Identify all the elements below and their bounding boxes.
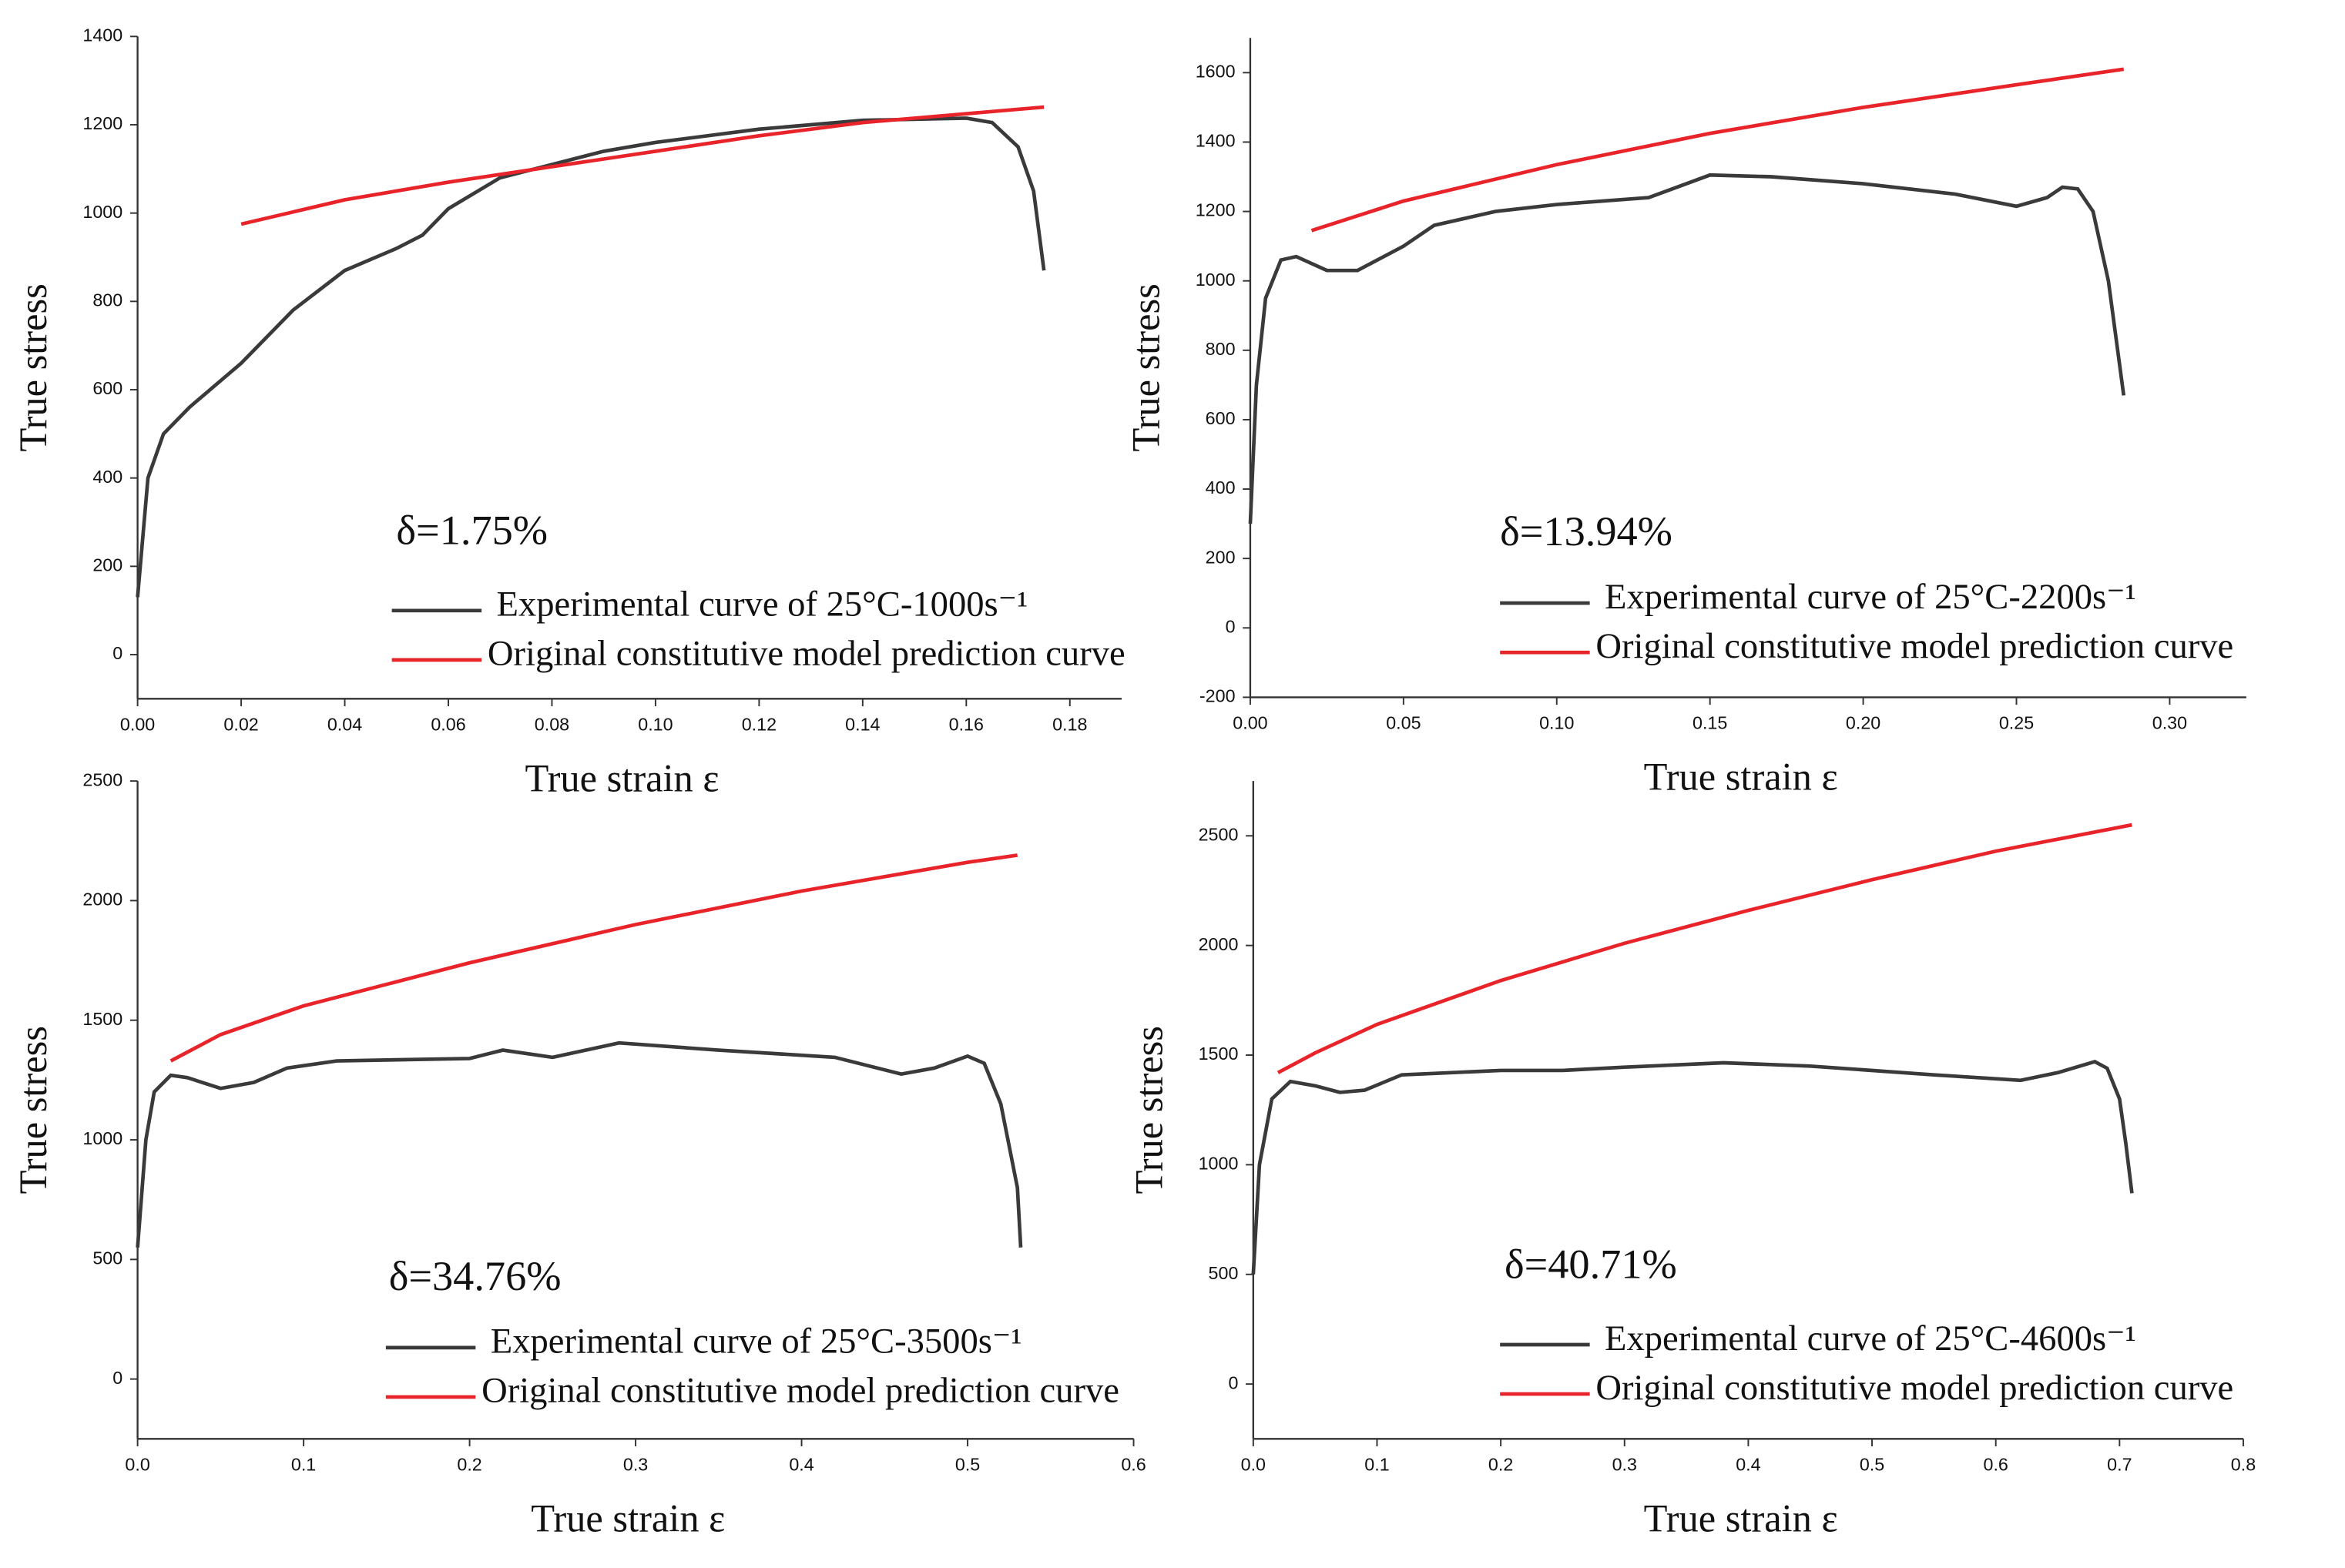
y-tick-label: 1000: [82, 1128, 122, 1148]
x-tick-label: 0.7: [2107, 1454, 2132, 1474]
x-tick-label: 0.18: [1052, 714, 1087, 734]
y-tick-label: -200: [1199, 686, 1236, 706]
data-line: [1248, 173, 2126, 524]
y-tick-label: 2000: [1199, 934, 1239, 954]
x-tick-label: 0.25: [1999, 713, 2034, 733]
panel: 0.00 0.02 0.04 0.06 0.08 0.10 0.12 0.14 0.16 0.18…: [12, 25, 1126, 799]
y-tick-label: 500: [1209, 1263, 1239, 1283]
annotation: δ=34.76%: [389, 1253, 562, 1299]
x-tick-label: 0.00: [120, 714, 155, 734]
x-tick-label: 0.5: [1860, 1454, 1884, 1474]
x-tick-label: 0.6: [1984, 1454, 2008, 1474]
x-tick-label: 0.6: [1121, 1454, 1146, 1474]
legend-label: Experimental curve of 25°C-4600s⁻¹: [1605, 1318, 2136, 1359]
x-axis-label: True strain ε: [1644, 756, 1838, 799]
x-tick-label: 0.16: [949, 714, 984, 734]
x-tick-label: 0.15: [1692, 713, 1727, 733]
x-tick-label: 0.0: [125, 1454, 149, 1474]
x-tick-label: 0.3: [1612, 1454, 1637, 1474]
x-tick-label: 0.08: [535, 714, 569, 734]
y-axis-label: True stress: [12, 1026, 55, 1194]
x-axis-label: True strain ε: [525, 757, 720, 800]
x-tick-label: 0.4: [789, 1454, 814, 1474]
x-tick-label: 0.05: [1386, 713, 1421, 733]
legend-label: Original constitutive model prediction c…: [1595, 626, 2233, 666]
x-tick-label: 0.00: [1233, 713, 1267, 733]
x-tick-label: 0.06: [431, 714, 465, 734]
y-tick-label: 2000: [82, 890, 122, 910]
x-tick-label: 0.5: [955, 1454, 980, 1474]
x-tick-label: 0.12: [742, 714, 777, 734]
annotation: δ=13.94%: [1500, 508, 1672, 554]
y-tick-label: 1600: [1196, 61, 1236, 81]
legend-label: Experimental curve of 25°C-1000s⁻¹: [497, 585, 1028, 625]
y-tick-label: 1000: [1196, 270, 1236, 290]
y-tick-label: 800: [92, 290, 122, 310]
y-tick-label: 1500: [82, 1009, 122, 1029]
x-tick-label: 0.30: [2152, 713, 2187, 733]
x-tick-label: 0.2: [1488, 1454, 1513, 1474]
x-tick-label: 0.8: [2231, 1454, 2256, 1474]
panel: 0.0 0.1 0.2 0.3 0.4 0.5 0.6 0.7 0.8 0 500 1000 1500 2…: [1127, 781, 2256, 1540]
x-tick-label: 0.1: [291, 1454, 316, 1474]
y-tick-label: 400: [92, 467, 122, 487]
y-tick-label: 200: [92, 554, 122, 575]
y-tick-label: 1200: [82, 113, 122, 133]
x-tick-label: 0.10: [1539, 713, 1574, 733]
y-tick-label: 2500: [1199, 824, 1239, 844]
y-axis-label: True stress: [1124, 283, 1167, 451]
y-tick-label: 1400: [82, 25, 122, 45]
y-tick-label: 1500: [1199, 1044, 1239, 1064]
data-line: [1251, 1060, 2134, 1275]
annotation: δ=1.75%: [396, 507, 548, 553]
x-axis-label: True strain ε: [531, 1497, 725, 1540]
y-tick-label: 600: [1206, 408, 1236, 428]
y-tick-label: 0: [112, 1368, 122, 1388]
x-tick-label: 0.4: [1736, 1454, 1760, 1474]
y-tick-label: 1000: [1199, 1154, 1239, 1174]
data-line: [136, 116, 1046, 598]
y-tick-label: 0: [1228, 1372, 1238, 1392]
data-line: [1310, 67, 2125, 233]
y-axis-label: True stress: [1127, 1026, 1170, 1194]
x-tick-label: 0.14: [845, 714, 880, 734]
x-tick-label: 0.2: [457, 1454, 481, 1474]
y-tick-label: 2500: [82, 769, 122, 789]
y-tick-label: 1200: [1196, 200, 1236, 220]
x-tick-label: 0.3: [623, 1454, 648, 1474]
data-line: [136, 1040, 1023, 1248]
y-tick-label: 500: [92, 1248, 122, 1268]
legend-label: Original constitutive model prediction c…: [1595, 1368, 2233, 1408]
y-tick-label: 400: [1206, 477, 1236, 498]
y-axis-label: True stress: [12, 283, 55, 451]
x-axis-label: True strain ε: [1644, 1497, 1838, 1540]
y-tick-label: 600: [92, 378, 122, 398]
y-tick-label: 0: [1226, 616, 1236, 636]
data-line: [240, 105, 1045, 226]
legend-label: Original constitutive model prediction c…: [481, 1371, 1119, 1411]
x-tick-label: 0.02: [223, 714, 258, 734]
y-tick-label: 200: [1206, 547, 1236, 567]
x-tick-label: 0.1: [1364, 1454, 1389, 1474]
x-tick-label: 0.0: [1241, 1454, 1266, 1474]
x-tick-label: 0.04: [327, 714, 362, 734]
panel: 0.0 0.1 0.2 0.3 0.4 0.5 0.6 0 500 1000 1500 2000 250…: [12, 769, 1146, 1540]
legend-label: Experimental curve of 25°C-2200s⁻¹: [1605, 577, 2136, 617]
x-tick-label: 0.20: [1846, 713, 1880, 733]
y-tick-label: 1000: [82, 202, 122, 222]
y-tick-label: 1400: [1196, 131, 1236, 151]
annotation: δ=40.71%: [1505, 1241, 1677, 1287]
data-line: [1276, 823, 2132, 1074]
y-tick-label: 0: [112, 643, 122, 663]
data-line: [169, 853, 1018, 1063]
panel: 0.00 0.05 0.10 0.15 0.20 0.25 0.30 -200 0 200 400 6…: [1124, 38, 2246, 799]
y-tick-label: 800: [1206, 339, 1236, 359]
legend-label: Experimental curve of 25°C-3500s⁻¹: [491, 1322, 1022, 1362]
legend-label: Original constitutive model prediction c…: [488, 634, 1126, 674]
x-tick-label: 0.10: [638, 714, 673, 734]
